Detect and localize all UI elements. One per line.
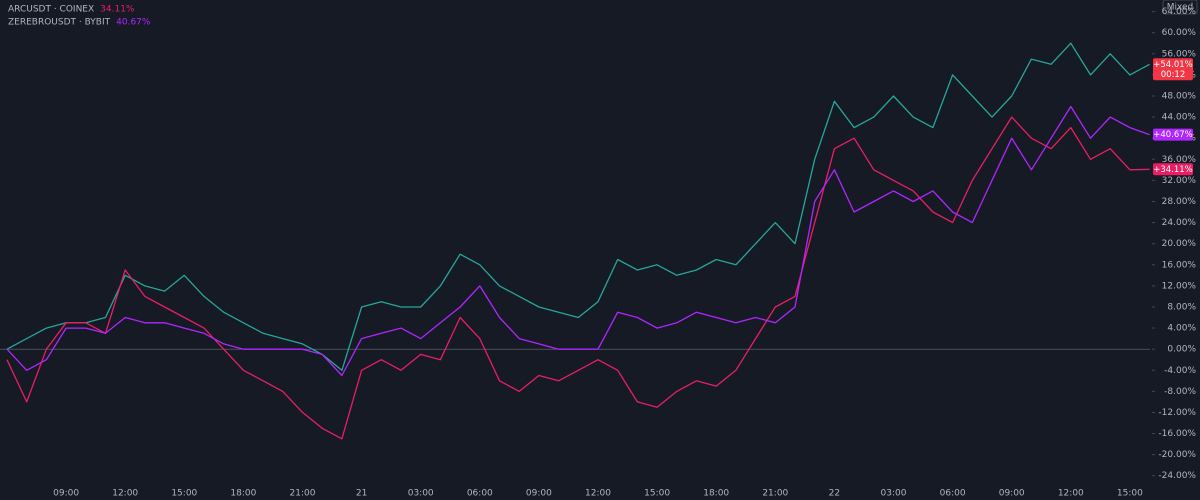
x-tick-label: 12:00: [112, 489, 138, 499]
y-tick-label: 56.00%: [1162, 49, 1197, 59]
x-tick-label: 15:00: [171, 489, 197, 499]
price-tag-time: 00:12: [1161, 70, 1186, 80]
y-tick-label: 44.00%: [1162, 113, 1197, 123]
x-tick-label: 12:00: [585, 489, 611, 499]
series-line: [6, 105, 1150, 377]
legend-name: ZEREBROUSDT · BYBIT: [8, 18, 111, 28]
x-tick-label: 03:00: [881, 489, 907, 499]
x-tick-label: 06:00: [467, 489, 493, 499]
y-tick-label: 20.00%: [1162, 239, 1197, 249]
legend-name: ARCUSDT · COINEX: [8, 5, 94, 15]
series-line: [6, 116, 1150, 440]
y-tick-label: 12.00%: [1162, 281, 1197, 291]
x-tick-label: 15:00: [1117, 489, 1143, 499]
x-tick-label: 15:00: [644, 489, 670, 499]
y-tick-label: 36.00%: [1162, 155, 1197, 165]
price-tag-label: +54.01%: [1153, 60, 1193, 70]
x-tick-label: 18:00: [703, 489, 729, 499]
price-tag: [1153, 128, 1193, 141]
y-tick-label: 4.00%: [1167, 324, 1196, 334]
x-tick-label: 21:00: [290, 489, 316, 499]
x-tick-label: 12:00: [1058, 489, 1084, 499]
price-tag: [1153, 163, 1193, 176]
x-tick-label: 09:00: [999, 489, 1025, 499]
scale-button-label[interactable]: Mixed: [1167, 3, 1194, 13]
y-tick-label: -20.00%: [1158, 450, 1196, 460]
y-tick-label: 48.00%: [1162, 91, 1197, 101]
scale-button[interactable]: [1162, 0, 1198, 15]
x-tick-label: 21:00: [762, 489, 788, 499]
x-tick-label: 21: [356, 489, 367, 499]
y-tick-label: 8.00%: [1167, 302, 1196, 312]
y-tick-label: 0.00%: [1167, 345, 1196, 355]
price-tag-label: +34.11%: [1153, 165, 1193, 175]
price-tag-label: +40.67%: [1153, 130, 1193, 140]
x-tick-label: 09:00: [53, 489, 79, 499]
x-tick-label: 09:00: [526, 489, 552, 499]
legend-value: 40.67%: [116, 18, 151, 28]
y-tick-label: -8.00%: [1164, 387, 1196, 397]
y-tick-label: 32.00%: [1162, 176, 1197, 186]
legend-value: 34.11%: [100, 5, 135, 15]
x-tick-label: 03:00: [408, 489, 434, 499]
y-tick-label: 24.00%: [1162, 218, 1197, 228]
x-tick-label: 22: [829, 489, 840, 499]
y-tick-label: 64.00%: [1162, 7, 1197, 17]
x-tick-label: 06:00: [940, 489, 966, 499]
y-tick-label: 28.00%: [1162, 197, 1197, 207]
x-tick-label: 18:00: [230, 489, 256, 499]
y-tick-label: 60.00%: [1162, 28, 1197, 38]
y-tick-label: 16.00%: [1162, 260, 1197, 270]
y-tick-label: -4.00%: [1164, 366, 1196, 376]
series-line: [6, 42, 1150, 371]
y-tick-label: -12.00%: [1158, 408, 1196, 418]
y-tick-label: -16.00%: [1158, 429, 1196, 439]
y-tick-label: -24.00%: [1158, 471, 1196, 481]
price-tag: [1153, 58, 1193, 81]
